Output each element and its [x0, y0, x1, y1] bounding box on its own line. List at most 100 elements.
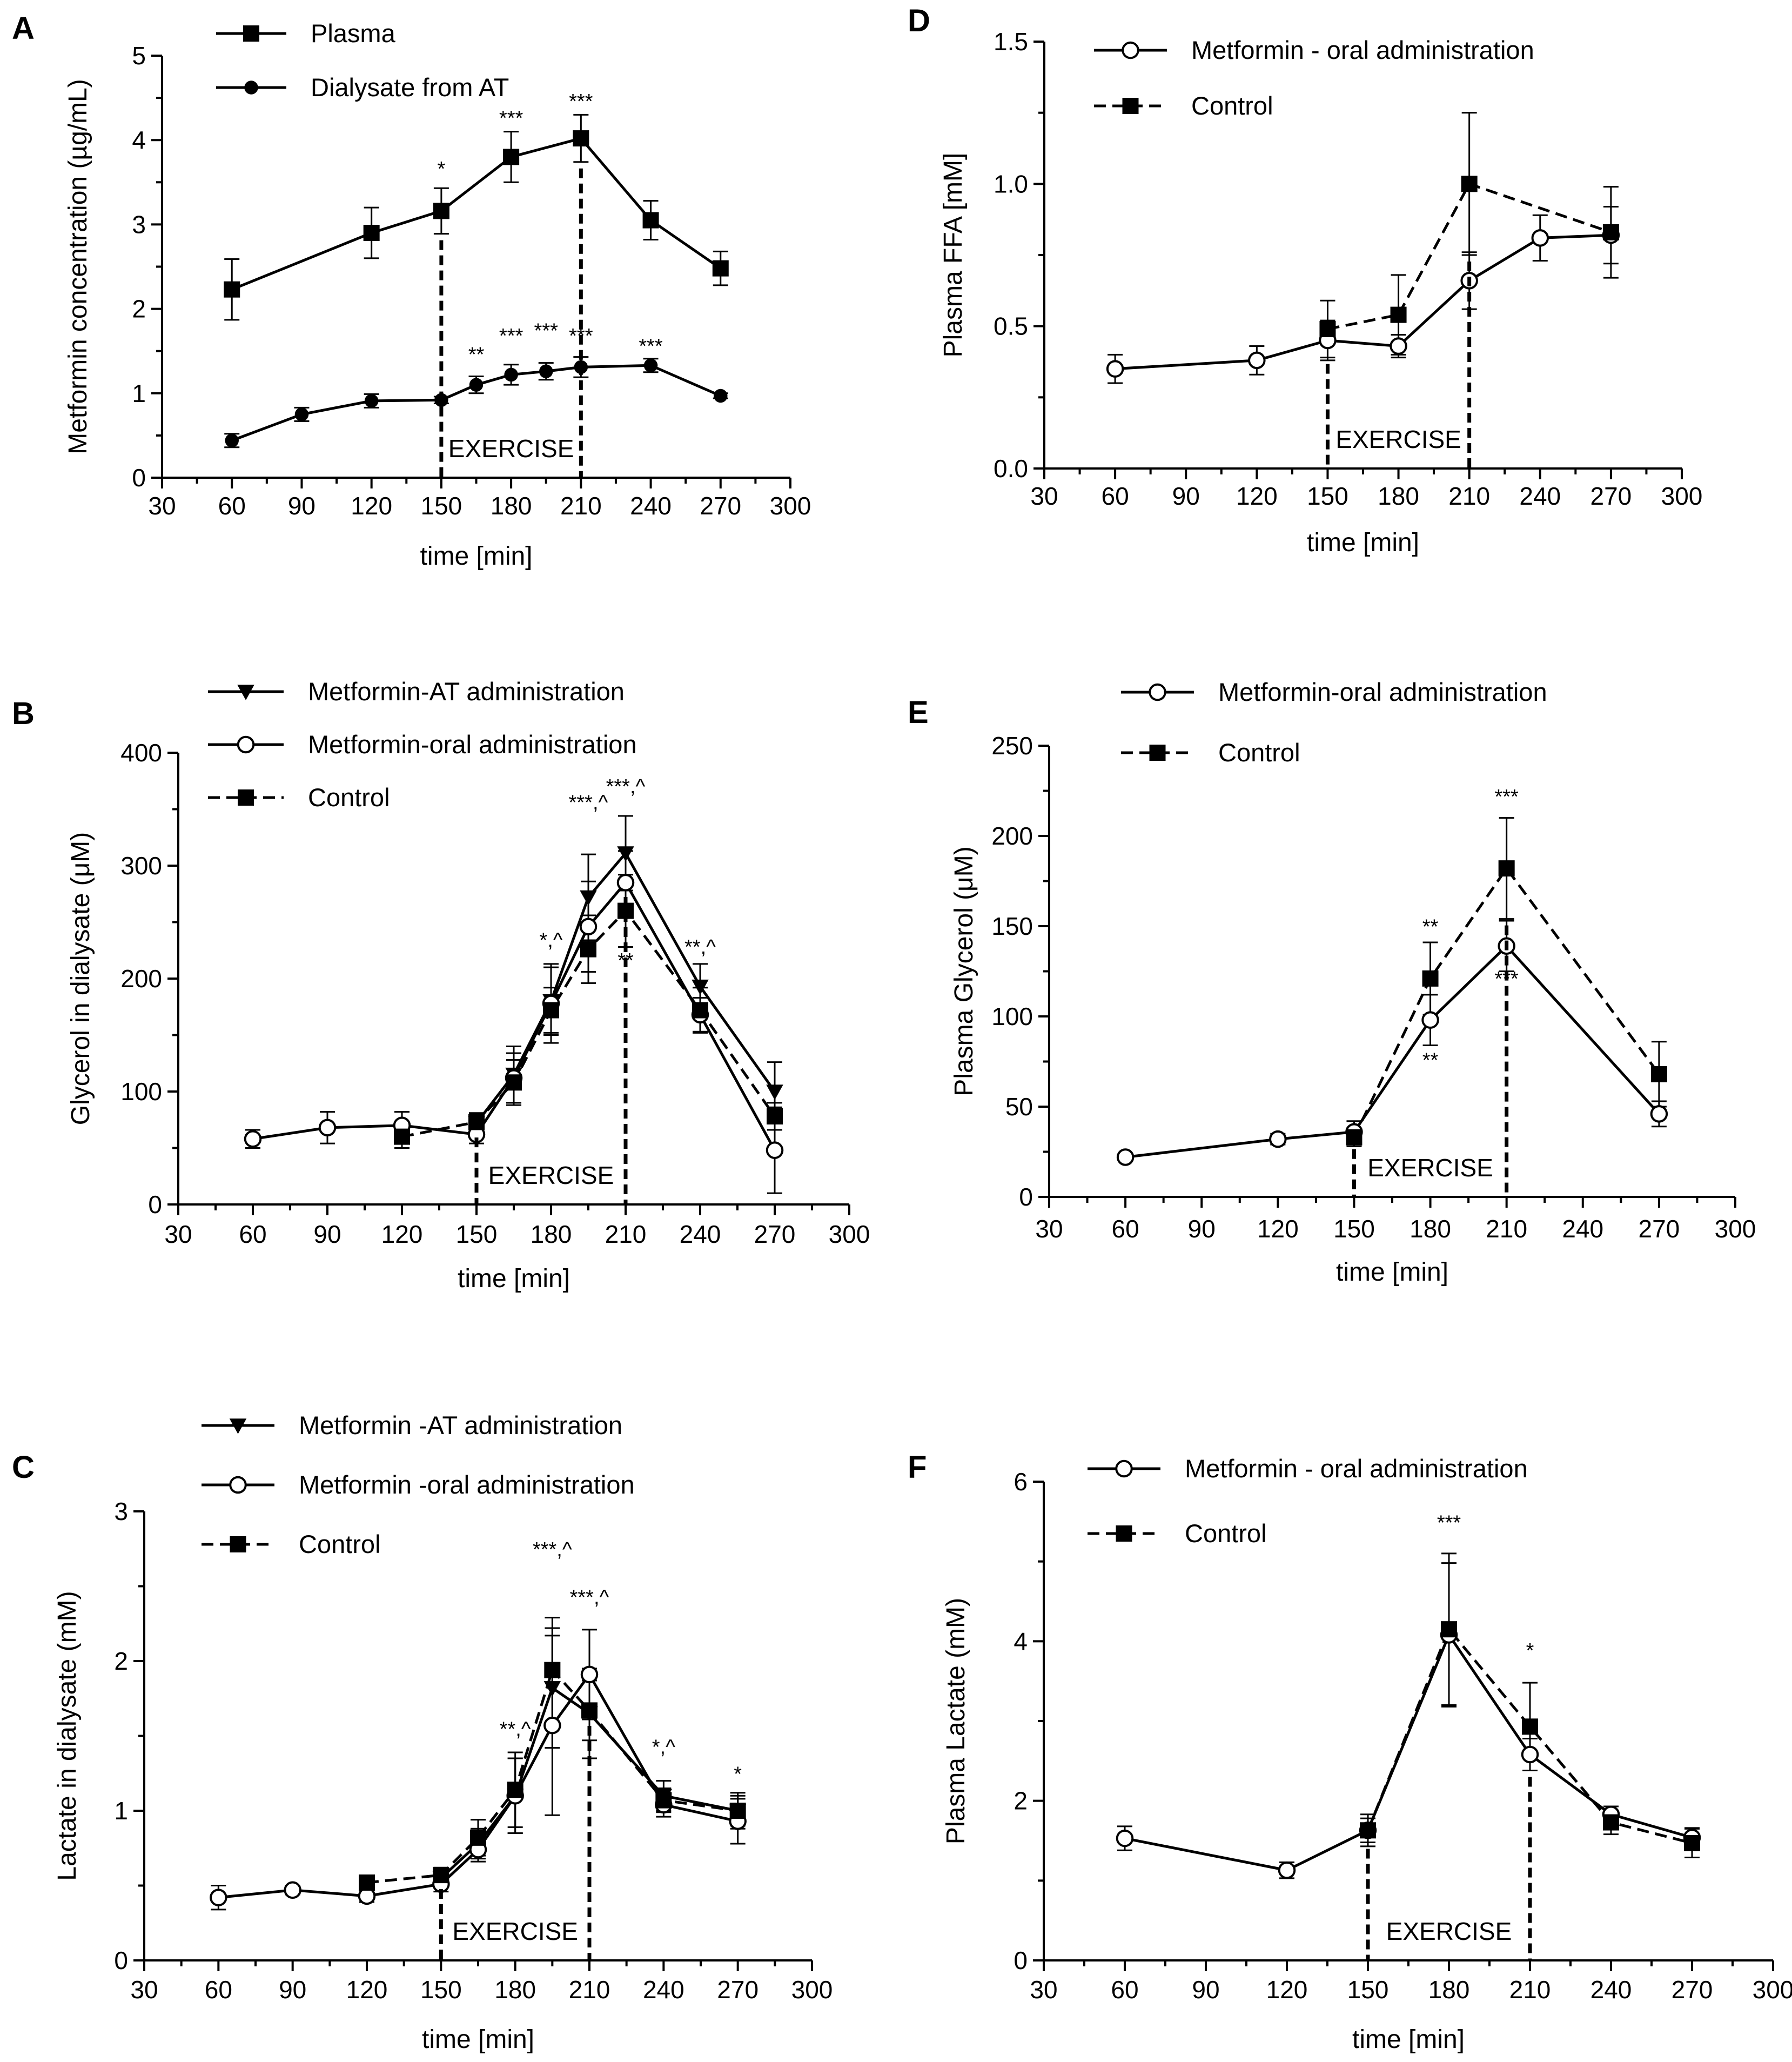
series-line: [218, 1673, 739, 1899]
x-axis-title: time [min]: [420, 542, 532, 571]
panel-letter: A: [12, 11, 35, 46]
legend-entry: Dialysate from AT: [216, 73, 509, 102]
series-line: [1125, 945, 1660, 1159]
legend-marker: [229, 1418, 247, 1434]
data-point: [363, 225, 380, 242]
data-point: [1106, 360, 1124, 378]
significance-label: **: [1422, 915, 1439, 938]
significance-label: **: [468, 343, 485, 366]
data-point: [284, 1881, 301, 1899]
legend-marker: [1149, 745, 1166, 761]
significance-label: ***: [1494, 968, 1519, 990]
y-axis-title: Plasma FFA [mM]: [939, 153, 968, 358]
x-tick-label: 210: [605, 1220, 647, 1248]
panel-d: D 30 60 90 120 150 180 210 240 270 300 0.0 0.5 1.0 1.5…: [908, 3, 1702, 557]
data-point: [1390, 337, 1407, 355]
panel-f: F 30 60 90 120 150 180 210 240 270 300 0 2 4 6 time [mi…: [908, 1450, 1792, 2054]
y-tick-label: 250: [991, 732, 1033, 760]
x-tick-label: 180: [1428, 1976, 1470, 2004]
data-point: [579, 918, 598, 936]
legend-marker: [1115, 1460, 1133, 1478]
data-point: [543, 1716, 561, 1735]
significance-label: ***,^: [570, 1586, 609, 1609]
legend-label: Dialysate from AT: [311, 73, 509, 102]
data-point: [729, 1803, 746, 1819]
data-point: [1461, 176, 1478, 192]
data-point: [642, 212, 659, 229]
x-tick-label: 240: [1590, 1976, 1632, 2004]
data-point: [1269, 1130, 1287, 1148]
x-tick-label: 240: [680, 1220, 721, 1248]
y-tick-label: 100: [991, 1002, 1033, 1030]
y-tick-label: 0.0: [994, 454, 1028, 483]
legend-marker: [229, 1476, 247, 1494]
significance-label: ***: [1494, 786, 1519, 808]
x-tick-label: 300: [791, 1976, 833, 2004]
significance-label: **: [618, 949, 634, 972]
y-tick-label: 400: [120, 739, 162, 767]
x-tick-label: 120: [346, 1976, 388, 2004]
y-tick-label: 1: [114, 1797, 128, 1825]
legend-marker: [238, 789, 254, 806]
y-tick-label: 1: [132, 379, 146, 407]
legend-label: Metformin -oral administration: [299, 1470, 635, 1499]
data-point: [643, 358, 658, 373]
data-point: [1650, 1066, 1667, 1082]
x-tick-label: 90: [1172, 482, 1200, 510]
data-point: [364, 394, 379, 408]
data-point: [507, 1782, 523, 1798]
significance-label: **: [1422, 1049, 1439, 1072]
significance-label: *,^: [652, 1736, 675, 1759]
legend-label: Control: [1191, 91, 1273, 120]
y-tick-label: 200: [991, 822, 1033, 850]
data-point: [1650, 1105, 1668, 1123]
legend-entry: Metformin -oral administration: [202, 1470, 635, 1499]
data-point: [580, 890, 597, 906]
legend-entry: Metformin-AT administration: [208, 677, 625, 706]
x-tick-label: 180: [494, 1976, 536, 2004]
panel-letter: F: [908, 1450, 927, 1485]
data-point: [1531, 229, 1549, 247]
x-axis-title: time [min]: [1307, 528, 1419, 557]
x-tick-label: 240: [630, 492, 672, 520]
x-tick-label: 210: [569, 1976, 610, 2004]
legend-marker: [243, 25, 259, 42]
legend-entry: Control: [208, 783, 390, 812]
x-tick-label: 180: [1378, 482, 1419, 510]
data-point: [1319, 320, 1336, 337]
x-axis-title: time [min]: [422, 2025, 534, 2054]
data-point: [616, 874, 635, 892]
y-tick-label: 5: [132, 42, 146, 70]
data-point: [1390, 306, 1407, 323]
panel-a: A 30 60 90 120 150 180 210 240 270 300 0 1 2 3 4 5 time […: [12, 11, 811, 571]
data-point: [224, 281, 240, 298]
data-point: [692, 1002, 708, 1019]
x-axis-title: time [min]: [1336, 1258, 1448, 1287]
data-point: [433, 1867, 449, 1884]
significance-label: ***: [639, 335, 663, 358]
significance-label: ***,^: [533, 1538, 572, 1561]
data-point: [504, 367, 518, 382]
data-point: [712, 260, 729, 277]
y-tick-label: 0: [1014, 1946, 1028, 1974]
significance-label: ***,^: [606, 775, 646, 798]
legend-label: Plasma: [311, 19, 396, 48]
legend-entry: Control: [202, 1530, 381, 1558]
panel-c: C 30 60 90 120 150 180 210 240 270 300 0 1 2 3 time [mi…: [12, 1411, 833, 2054]
y-tick-label: 1.0: [994, 170, 1028, 198]
data-point: [580, 1665, 599, 1684]
legend-entry: Metformin -AT administration: [202, 1411, 622, 1440]
data-point: [503, 149, 520, 165]
legend-entry: Plasma: [216, 19, 396, 48]
legend-entry: Control: [1121, 738, 1300, 767]
x-tick-label: 30: [1030, 482, 1058, 510]
x-tick-label: 120: [1236, 482, 1278, 510]
y-tick-label: 3: [114, 1497, 128, 1525]
data-point: [692, 979, 709, 995]
legend-entry: Metformin-oral administration: [208, 730, 637, 759]
y-tick-label: 6: [1014, 1468, 1028, 1496]
x-tick-label: 180: [491, 492, 532, 520]
legend-label: Control: [1218, 738, 1300, 767]
data-point: [1422, 970, 1439, 987]
